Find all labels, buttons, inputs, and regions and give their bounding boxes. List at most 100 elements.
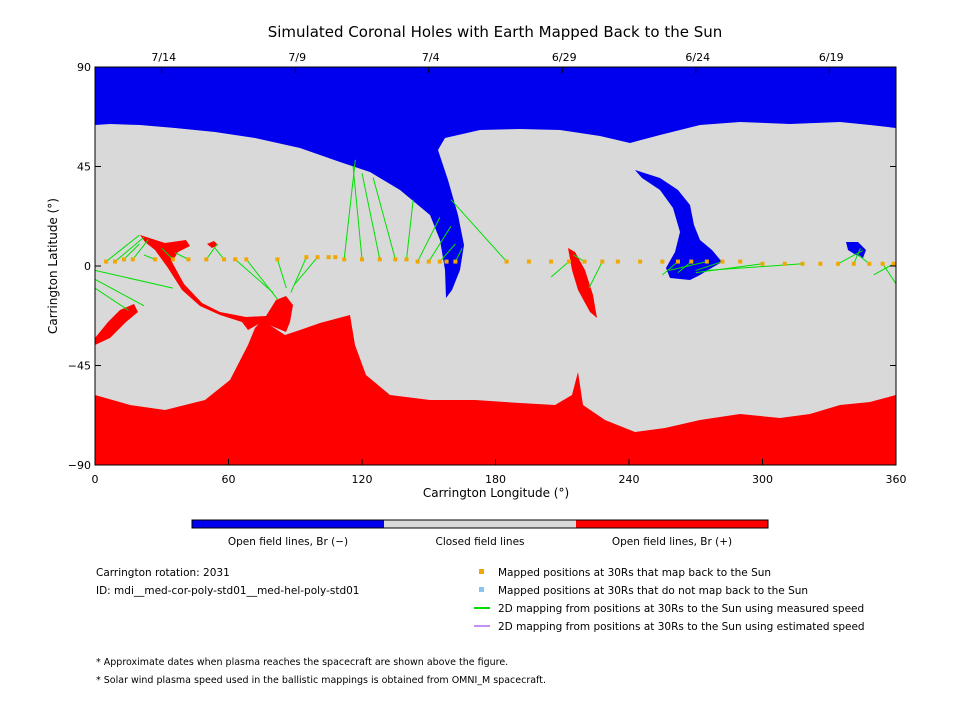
- mapped-point: [526, 259, 531, 264]
- mapped-point: [233, 257, 238, 262]
- y-tick-label: −90: [68, 459, 91, 472]
- legend-swatch: [479, 569, 484, 574]
- mapped-point: [738, 259, 743, 264]
- colorbar-label: Closed field lines: [435, 536, 524, 548]
- mapped-point: [675, 259, 680, 264]
- red-region-left-edge: [95, 304, 138, 345]
- mapping-line: [882, 263, 896, 284]
- footnote-speed: * Solar wind plasma speed used in the ba…: [96, 675, 546, 686]
- y-tick-label: 45: [77, 161, 91, 174]
- carrington-rotation-label: Carrington rotation: 2031: [96, 567, 230, 579]
- mapped-point: [437, 259, 442, 264]
- mapped-point: [244, 257, 249, 262]
- mapped-point: [130, 257, 135, 262]
- mapped-point: [504, 259, 509, 264]
- mapping-line: [588, 261, 603, 289]
- mapping-line: [455, 248, 463, 262]
- colorbar-segment: [192, 520, 384, 528]
- mapping-line: [695, 261, 723, 271]
- top-tick-label: 6/24: [685, 51, 710, 64]
- mapping-line: [550, 261, 570, 278]
- mapping-line: [352, 166, 363, 260]
- mapped-point: [891, 261, 896, 266]
- mapping-line: [205, 243, 218, 260]
- mapped-point: [549, 259, 554, 264]
- top-tick-label: 7/4: [422, 51, 440, 64]
- legend-label: 2D mapping from positions at 30Rs to the…: [498, 603, 864, 615]
- blue-hole-mid-right: [635, 170, 722, 280]
- mapping-line: [290, 256, 307, 293]
- mapped-point: [566, 259, 571, 264]
- top-tick-label: 7/9: [288, 51, 306, 64]
- x-tick-label: 300: [752, 473, 773, 486]
- mapped-point: [204, 257, 209, 262]
- mapped-point: [275, 257, 280, 262]
- top-tick-label: 6/29: [552, 51, 577, 64]
- mapping-line: [406, 199, 414, 260]
- mapped-point: [121, 257, 126, 262]
- mapped-point: [360, 257, 364, 262]
- mapped-point: [377, 257, 382, 262]
- mapping-line: [853, 248, 861, 264]
- x-tick-label: 120: [352, 473, 373, 486]
- mapping-line: [695, 263, 763, 274]
- mapping-line: [428, 225, 452, 262]
- mapped-point: [582, 259, 587, 264]
- mapped-point: [638, 259, 643, 264]
- mapping-line: [417, 217, 441, 262]
- mapped-point: [104, 259, 109, 264]
- mapped-point: [818, 261, 823, 266]
- mapped-point: [615, 259, 620, 264]
- mapping-line: [174, 252, 189, 260]
- legend-label: Mapped positions at 30Rs that map back t…: [498, 567, 771, 579]
- mapped-point: [600, 259, 605, 264]
- legend-swatch: [479, 587, 484, 592]
- mapped-point: [800, 261, 805, 266]
- mapped-point: [660, 259, 665, 264]
- mapped-point: [453, 259, 458, 264]
- mapped-point: [720, 259, 725, 264]
- mapping-line: [343, 159, 356, 260]
- mapping-line: [361, 173, 381, 260]
- mapped-point: [426, 259, 431, 264]
- chart-title: Simulated Coronal Holes with Earth Mappe…: [268, 23, 723, 41]
- x-tick-label: 60: [222, 473, 236, 486]
- y-axis-ticks: 90 45 0 −45 −90: [68, 61, 896, 472]
- south-positive-region: [95, 315, 896, 465]
- mapped-point: [170, 257, 175, 262]
- x-axis-label: Carrington Longitude (°): [423, 486, 569, 500]
- mapped-point: [760, 261, 765, 266]
- mapping-line: [123, 243, 140, 260]
- mapping-line: [245, 259, 278, 300]
- top-tick-label: 7/14: [151, 51, 176, 64]
- y-axis-label: Carrington Latitude (°): [46, 198, 60, 334]
- mapped-point: [404, 257, 409, 262]
- mapped-point: [867, 261, 872, 266]
- mapped-point: [186, 257, 191, 262]
- x-tick-label: 180: [485, 473, 506, 486]
- mapped-point: [222, 257, 227, 262]
- legend-label: 2D mapping from positions at 30Rs to the…: [498, 621, 865, 633]
- mapped-point: [415, 259, 420, 264]
- mapping-line: [450, 199, 507, 262]
- colorbar-segment: [384, 520, 576, 528]
- y-tick-label: −45: [68, 360, 91, 373]
- mapped-point: [880, 261, 885, 266]
- legend-label: Mapped positions at 30Rs that do not map…: [498, 585, 808, 597]
- y-tick-label: 90: [77, 61, 91, 74]
- north-negative-hole: [95, 67, 896, 298]
- mapping-line: [132, 239, 149, 260]
- mapping-line: [95, 287, 129, 311]
- mapped-point: [704, 259, 709, 264]
- mapped-point: [153, 257, 158, 262]
- map-regions: [95, 67, 896, 465]
- colorbar-label: Open field lines, Br (+): [612, 536, 732, 548]
- top-tick-label: 6/19: [819, 51, 844, 64]
- mapped-point: [689, 259, 694, 264]
- colorbar-segment: [576, 520, 768, 528]
- x-tick-label: 240: [619, 473, 640, 486]
- mapped-point: [393, 257, 398, 262]
- mapped-point: [326, 255, 331, 260]
- legend: Mapped positions at 30Rs that map back t…: [474, 567, 865, 633]
